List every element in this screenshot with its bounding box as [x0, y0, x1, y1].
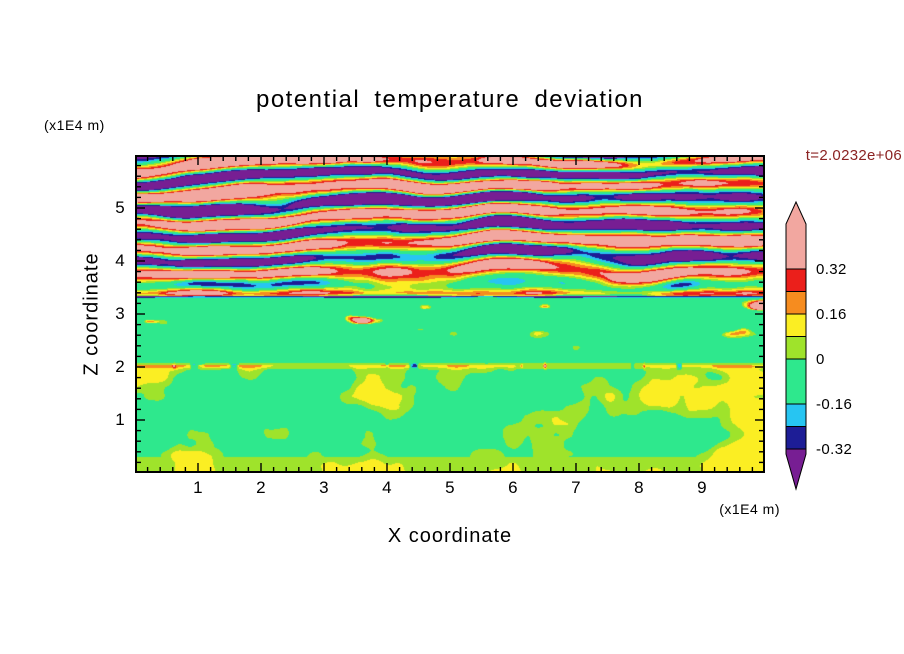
y-tick-label: 2 [115, 357, 125, 376]
colorbar-band [785, 426, 807, 450]
colorbar-band [785, 313, 807, 337]
x-tick-label: 1 [193, 478, 203, 497]
colorbar-band [785, 268, 807, 292]
y-axis-unit-label: (x1E4 m) [44, 117, 105, 133]
y-tick-label: 5 [115, 198, 125, 217]
x-tick-label: 8 [634, 478, 644, 497]
colorbar-label: -0.32 [816, 441, 852, 458]
colorbar-band [785, 336, 807, 360]
y-tick-label: 1 [115, 410, 125, 429]
x-tick-label: 6 [508, 478, 518, 497]
colorbar-label: 0.32 [816, 261, 847, 278]
timestamp-label: t=2.0232e+06 [805, 147, 902, 164]
x-tick-label: 3 [319, 478, 329, 497]
x-tick-label: 5 [445, 478, 455, 497]
x-tick-label: 4 [382, 478, 392, 497]
colorbar-band [785, 291, 807, 315]
colorbar-band [785, 403, 807, 427]
x-axis-title: X coordinate [387, 525, 513, 547]
chart-title: potential temperature deviation [255, 86, 645, 113]
colorbar-band [785, 358, 807, 405]
colorbar: 0.32 0.16 0 -0.16 -0.32 [785, 200, 852, 491]
x-axis-unit-label: (x1E4 m) [719, 501, 780, 517]
y-tick-label: 3 [115, 304, 125, 323]
heatmap-canvas [135, 155, 765, 473]
x-tick-label: 2 [256, 478, 266, 497]
y-tick-label: 4 [115, 251, 125, 270]
colorbar-label: 0.16 [816, 306, 847, 323]
colorbar-band [785, 200, 807, 270]
x-tick-label: 9 [697, 478, 707, 497]
x-tick-label: 7 [571, 478, 581, 497]
colorbar-label: -0.16 [816, 396, 852, 413]
colorbar-band [785, 448, 807, 491]
colorbar-label: 0 [816, 351, 825, 368]
